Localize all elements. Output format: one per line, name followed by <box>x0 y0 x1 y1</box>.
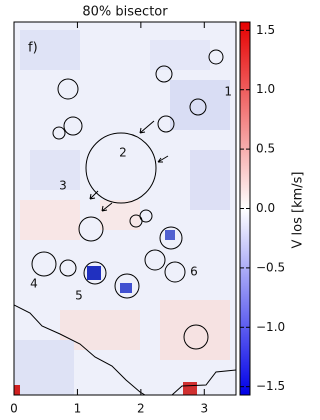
colorbar-tick-label: −0.5 <box>256 260 285 274</box>
colorbar-tick-label: 1.0 <box>256 82 275 96</box>
region-label: 2 <box>119 146 127 160</box>
panel-label: f) <box>28 41 38 56</box>
chart-title: 80% bisector <box>82 5 168 20</box>
plot-frame <box>13 21 237 396</box>
region-label: 1 <box>224 85 232 99</box>
colorbar-tick-label: −1.0 <box>256 320 285 334</box>
colorbar-tick-label: −1.5 <box>256 379 285 393</box>
velocity-map <box>14 22 236 395</box>
region-label: 6 <box>190 265 198 279</box>
x-tick-label: 3 <box>200 402 208 416</box>
region-label: 3 <box>59 179 67 193</box>
x-tick-label: 2 <box>137 402 145 416</box>
x-tick-label: 0 <box>10 402 18 416</box>
annotations <box>31 49 224 350</box>
region-label: 5 <box>75 289 83 303</box>
colorbar-tick-label: 0.0 <box>256 201 275 215</box>
region-label: 4 <box>30 277 38 291</box>
colorbar-tick-label: 1.5 <box>256 23 275 37</box>
colorbar-tick-label: 0.5 <box>256 142 275 156</box>
x-tick-label: 1 <box>74 402 82 416</box>
colorbar-label: V los [km/s] <box>291 172 306 249</box>
